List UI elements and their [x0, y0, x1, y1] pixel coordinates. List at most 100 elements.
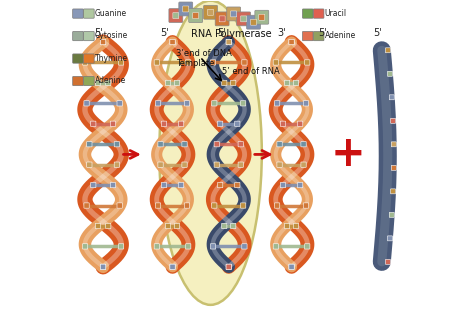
FancyBboxPatch shape: [174, 80, 180, 86]
FancyBboxPatch shape: [293, 223, 299, 229]
FancyBboxPatch shape: [238, 141, 243, 147]
FancyBboxPatch shape: [204, 5, 218, 19]
FancyBboxPatch shape: [83, 9, 94, 18]
FancyBboxPatch shape: [179, 2, 193, 16]
Text: Thymine: Thymine: [95, 54, 128, 63]
FancyBboxPatch shape: [238, 162, 243, 167]
FancyBboxPatch shape: [193, 13, 199, 19]
FancyBboxPatch shape: [183, 6, 189, 12]
FancyBboxPatch shape: [170, 40, 175, 45]
FancyBboxPatch shape: [214, 162, 219, 167]
FancyBboxPatch shape: [210, 60, 216, 65]
FancyBboxPatch shape: [95, 223, 100, 229]
FancyBboxPatch shape: [91, 121, 96, 126]
Text: Adenine: Adenine: [325, 31, 356, 40]
FancyBboxPatch shape: [100, 264, 106, 270]
FancyBboxPatch shape: [184, 101, 190, 106]
FancyBboxPatch shape: [155, 203, 161, 208]
FancyBboxPatch shape: [235, 183, 240, 188]
FancyBboxPatch shape: [83, 54, 94, 63]
FancyBboxPatch shape: [246, 15, 261, 29]
Text: Cytosine: Cytosine: [95, 31, 128, 40]
FancyBboxPatch shape: [240, 203, 246, 208]
FancyBboxPatch shape: [301, 141, 306, 147]
FancyBboxPatch shape: [302, 9, 313, 18]
FancyBboxPatch shape: [215, 12, 229, 26]
FancyBboxPatch shape: [227, 7, 241, 21]
FancyBboxPatch shape: [284, 80, 290, 86]
Text: 5’ end of RNA: 5’ end of RNA: [222, 67, 280, 76]
FancyBboxPatch shape: [303, 101, 309, 106]
FancyBboxPatch shape: [241, 16, 246, 22]
FancyBboxPatch shape: [100, 40, 106, 45]
FancyBboxPatch shape: [73, 76, 83, 86]
FancyBboxPatch shape: [117, 203, 122, 208]
FancyBboxPatch shape: [242, 244, 247, 249]
FancyBboxPatch shape: [298, 183, 303, 188]
FancyBboxPatch shape: [170, 264, 175, 270]
FancyBboxPatch shape: [186, 60, 191, 65]
FancyBboxPatch shape: [277, 141, 282, 147]
FancyBboxPatch shape: [230, 223, 236, 229]
FancyBboxPatch shape: [226, 40, 231, 45]
FancyBboxPatch shape: [237, 12, 251, 26]
FancyBboxPatch shape: [222, 223, 227, 229]
Text: 5': 5': [94, 28, 103, 38]
FancyBboxPatch shape: [391, 118, 396, 123]
FancyBboxPatch shape: [91, 183, 96, 188]
FancyBboxPatch shape: [73, 54, 83, 63]
FancyBboxPatch shape: [212, 203, 217, 208]
FancyBboxPatch shape: [82, 60, 88, 65]
FancyBboxPatch shape: [289, 264, 294, 270]
FancyBboxPatch shape: [389, 95, 394, 100]
FancyBboxPatch shape: [289, 264, 294, 270]
Text: +: +: [330, 133, 365, 175]
FancyBboxPatch shape: [118, 60, 124, 65]
FancyBboxPatch shape: [170, 40, 175, 45]
FancyBboxPatch shape: [155, 101, 161, 106]
FancyBboxPatch shape: [392, 165, 396, 170]
FancyBboxPatch shape: [259, 14, 265, 20]
FancyBboxPatch shape: [387, 71, 392, 76]
FancyBboxPatch shape: [280, 183, 286, 188]
Text: Uracil: Uracil: [325, 9, 347, 18]
FancyBboxPatch shape: [184, 203, 190, 208]
FancyBboxPatch shape: [212, 101, 217, 106]
FancyBboxPatch shape: [179, 183, 184, 188]
FancyBboxPatch shape: [110, 183, 116, 188]
FancyBboxPatch shape: [100, 40, 106, 45]
FancyBboxPatch shape: [182, 162, 187, 167]
FancyBboxPatch shape: [214, 141, 219, 147]
FancyBboxPatch shape: [226, 264, 231, 270]
FancyBboxPatch shape: [218, 121, 223, 126]
FancyBboxPatch shape: [289, 40, 294, 45]
FancyBboxPatch shape: [117, 101, 122, 106]
Text: 5': 5': [319, 28, 328, 38]
FancyBboxPatch shape: [231, 11, 237, 17]
Text: Adenine: Adenine: [95, 76, 126, 85]
FancyBboxPatch shape: [389, 212, 394, 217]
FancyBboxPatch shape: [302, 32, 313, 41]
FancyBboxPatch shape: [173, 13, 179, 19]
FancyBboxPatch shape: [385, 259, 391, 264]
FancyBboxPatch shape: [240, 101, 246, 106]
FancyBboxPatch shape: [87, 162, 92, 167]
FancyBboxPatch shape: [165, 80, 171, 86]
FancyBboxPatch shape: [106, 223, 111, 229]
FancyBboxPatch shape: [391, 189, 396, 194]
FancyBboxPatch shape: [313, 32, 324, 41]
Text: RNA Polymerase: RNA Polymerase: [191, 29, 271, 39]
FancyBboxPatch shape: [301, 162, 306, 167]
Text: 3': 3': [277, 28, 286, 38]
Text: Guanine: Guanine: [95, 9, 127, 18]
FancyBboxPatch shape: [154, 244, 159, 249]
FancyBboxPatch shape: [208, 9, 213, 15]
FancyBboxPatch shape: [226, 264, 231, 270]
FancyBboxPatch shape: [222, 80, 227, 86]
FancyBboxPatch shape: [387, 236, 392, 241]
FancyBboxPatch shape: [169, 9, 183, 23]
FancyBboxPatch shape: [255, 10, 269, 24]
FancyBboxPatch shape: [83, 76, 94, 86]
FancyBboxPatch shape: [82, 244, 88, 249]
FancyBboxPatch shape: [298, 121, 303, 126]
